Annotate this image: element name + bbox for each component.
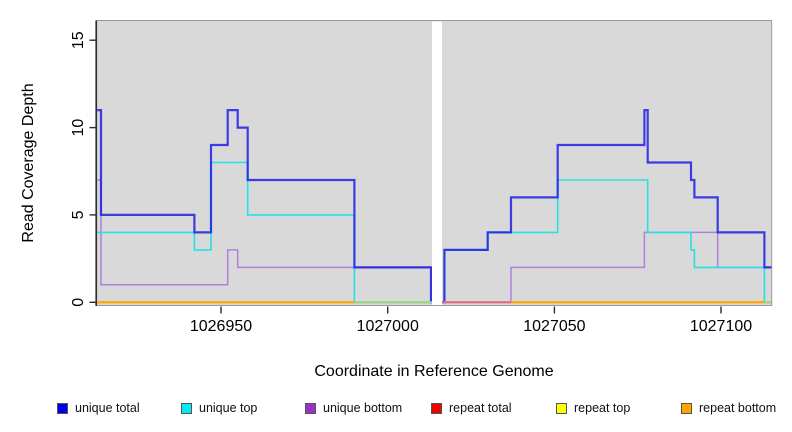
gap-band	[432, 21, 442, 305]
legend-swatch	[556, 402, 567, 414]
legend-label: repeat total	[449, 401, 512, 415]
legend-item-unique-top: unique top	[181, 399, 257, 417]
y-tick-label: 15	[70, 31, 87, 49]
legend-swatch	[305, 402, 316, 414]
legend-label: unique bottom	[323, 401, 403, 415]
x-tick-label: 1027100	[690, 318, 752, 335]
legend-swatch	[57, 402, 68, 414]
legend-label: repeat top	[574, 401, 631, 415]
y-tick-label: 5	[70, 210, 87, 219]
series-unique-total	[96, 109, 772, 304]
legend-swatch	[181, 402, 192, 414]
y-tick-label: 10	[70, 119, 87, 137]
missing-data-gap	[432, 21, 442, 305]
legend-swatch	[681, 402, 692, 414]
axis-ticks: 1026950 1027000 1027050 1027100 0 5 10 15	[70, 31, 752, 335]
legend-item-unique-total: unique total	[57, 399, 140, 417]
legend-item-repeat-top: repeat top	[556, 399, 630, 417]
legend: unique total unique top unique bottom repea…	[0, 399, 792, 419]
x-axis-title: Coordinate in Reference Genome	[314, 363, 553, 380]
legend-label: unique total	[75, 401, 140, 415]
legend-item-repeat-total: repeat total	[431, 399, 512, 417]
legend-label: repeat bottom	[699, 401, 777, 415]
legend-label: unique top	[199, 401, 258, 415]
legend-item-unique-bottom: unique bottom	[305, 399, 402, 417]
y-axis-title: Read Coverage Depth	[20, 83, 37, 242]
x-tick-label: 1027000	[357, 318, 419, 335]
x-tick-label: 1026950	[190, 318, 252, 335]
x-tick-label: 1027050	[523, 318, 585, 335]
legend-item-repeat-bottom: repeat bottom	[681, 399, 776, 417]
y-tick-label: 0	[70, 298, 87, 307]
legend-swatch	[431, 402, 442, 414]
